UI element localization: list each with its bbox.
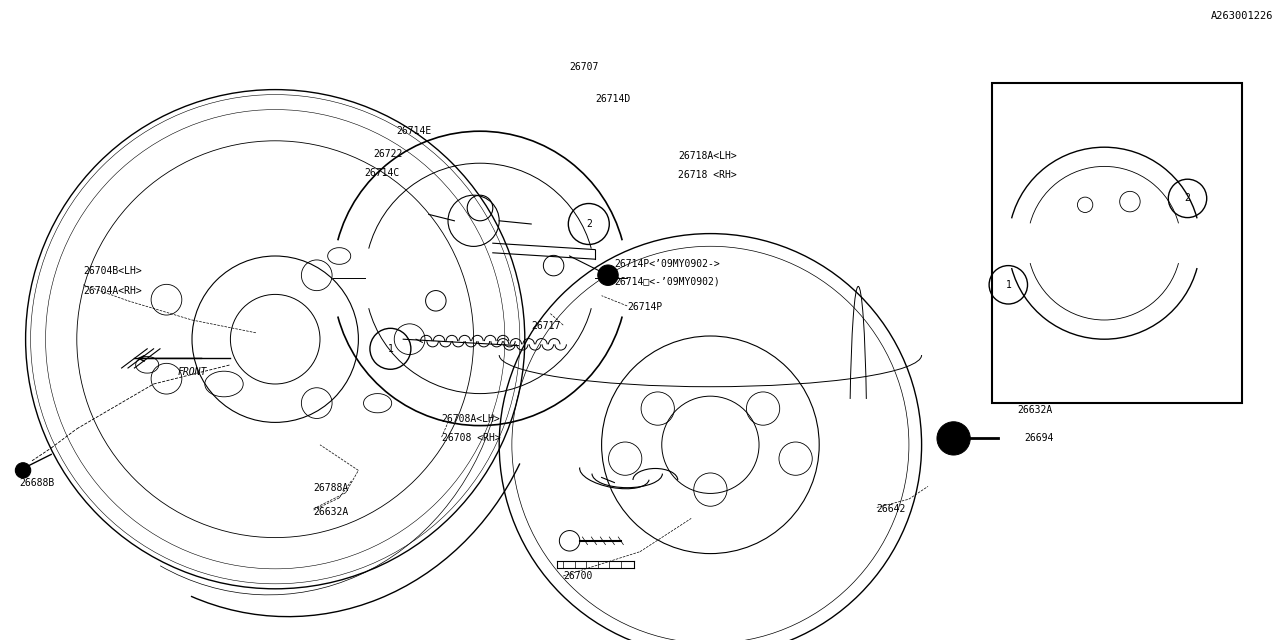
Text: 1: 1	[388, 344, 393, 354]
Text: 26632A: 26632A	[314, 507, 349, 517]
Text: 26714P<’09MY0902->: 26714P<’09MY0902->	[614, 259, 721, 269]
Text: 2: 2	[1184, 193, 1190, 204]
Text: 26704B<LH>: 26704B<LH>	[83, 266, 142, 276]
Text: 1: 1	[1005, 280, 1011, 290]
Text: 26717: 26717	[531, 321, 561, 332]
Text: 26714E: 26714E	[397, 126, 433, 136]
Text: 26788A: 26788A	[314, 483, 349, 493]
Text: FRONT: FRONT	[178, 367, 206, 378]
Text: 26714C: 26714C	[365, 168, 401, 178]
Text: 26700: 26700	[563, 571, 593, 581]
Text: 26688B: 26688B	[19, 478, 55, 488]
Text: A263001226: A263001226	[1211, 11, 1274, 21]
Text: 26632A: 26632A	[1018, 404, 1053, 415]
Circle shape	[15, 463, 31, 478]
Bar	[992, 83, 1242, 403]
Text: 26722: 26722	[374, 148, 403, 159]
Text: 26708A<LH>: 26708A<LH>	[442, 414, 500, 424]
Text: 26714P: 26714P	[627, 302, 663, 312]
Circle shape	[937, 422, 970, 455]
Text: 26708 <RH>: 26708 <RH>	[442, 433, 500, 444]
Circle shape	[598, 265, 618, 285]
Text: 26788A: 26788A	[1018, 385, 1053, 396]
Text: 26707: 26707	[570, 62, 599, 72]
Text: 26642: 26642	[877, 504, 906, 514]
Text: 26714D: 26714D	[595, 94, 631, 104]
Text: 26718 <RH>: 26718 <RH>	[678, 170, 737, 180]
Text: 26714□<-’09MY0902): 26714□<-’09MY0902)	[614, 276, 721, 287]
Text: 26704A<RH>: 26704A<RH>	[83, 286, 142, 296]
Text: 2: 2	[586, 219, 591, 229]
Text: 26694: 26694	[1024, 433, 1053, 444]
Text: 26718A<LH>: 26718A<LH>	[678, 150, 737, 161]
